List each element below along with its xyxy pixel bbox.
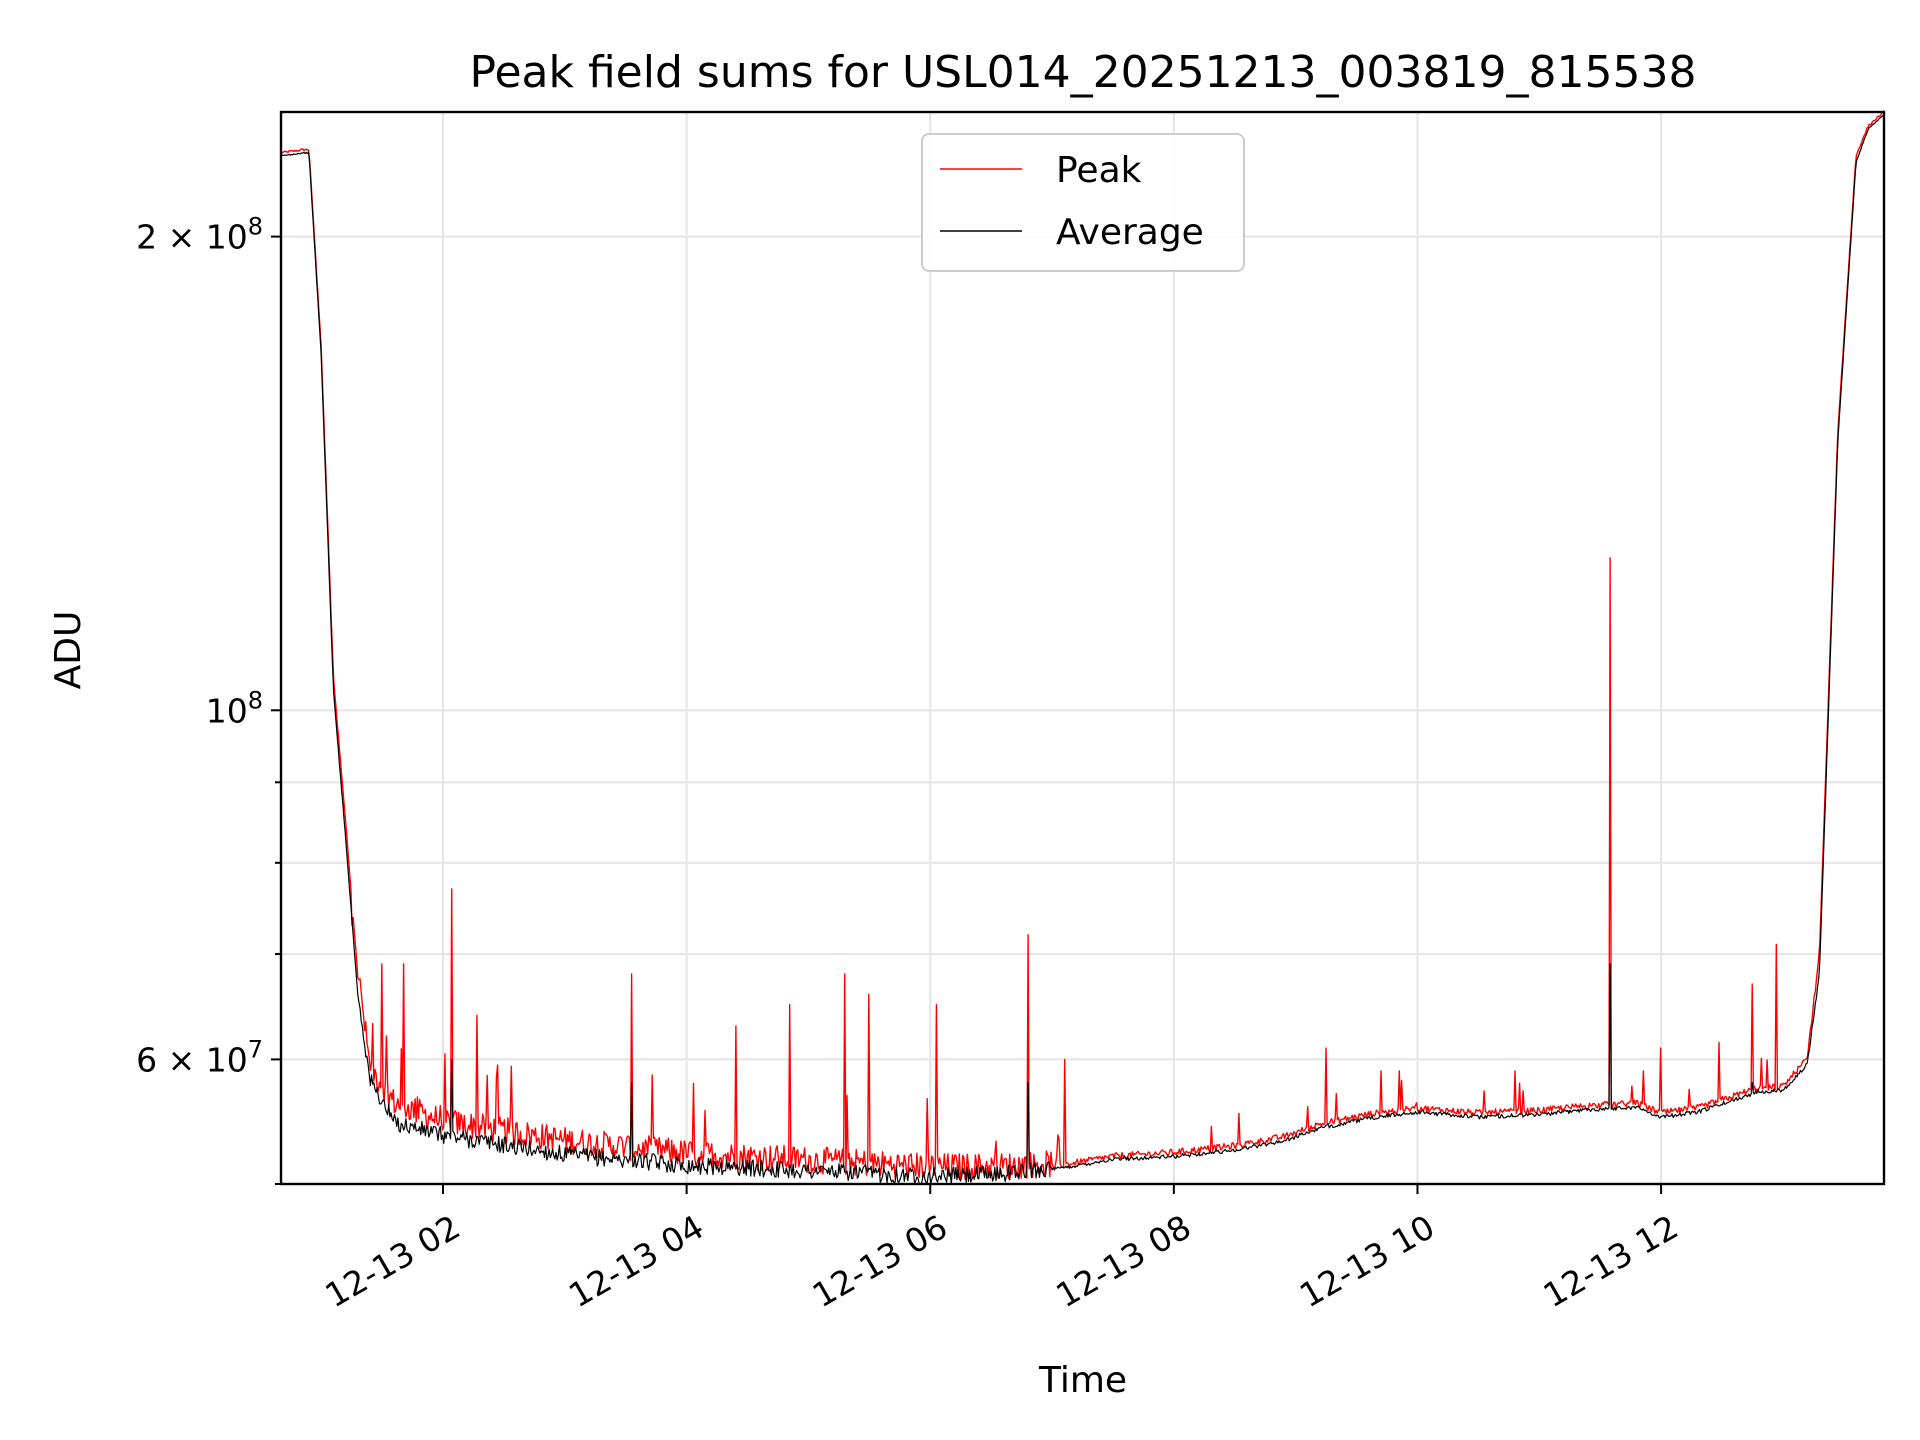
y-tick-label: 6 × 107: [136, 1035, 263, 1079]
series-layer: [280, 110, 1885, 1185]
legend-label-peak: Peak: [1056, 150, 1142, 191]
legend-label-average: Average: [1056, 212, 1204, 253]
y-axis-label: ADU: [48, 611, 89, 690]
legend: Peak Average: [921, 133, 1245, 272]
series-line-average: [281, 113, 1885, 1185]
x-axis-label: Time: [1038, 1360, 1127, 1401]
plot-frame: [279, 110, 1886, 1186]
series-line-peak: [280, 110, 1885, 1181]
chart-title: Peak field sums for USL014_20251213_0038…: [470, 47, 1697, 98]
y-tick-label: 108: [206, 686, 263, 730]
y-tick-label: 2 × 108: [136, 213, 263, 257]
